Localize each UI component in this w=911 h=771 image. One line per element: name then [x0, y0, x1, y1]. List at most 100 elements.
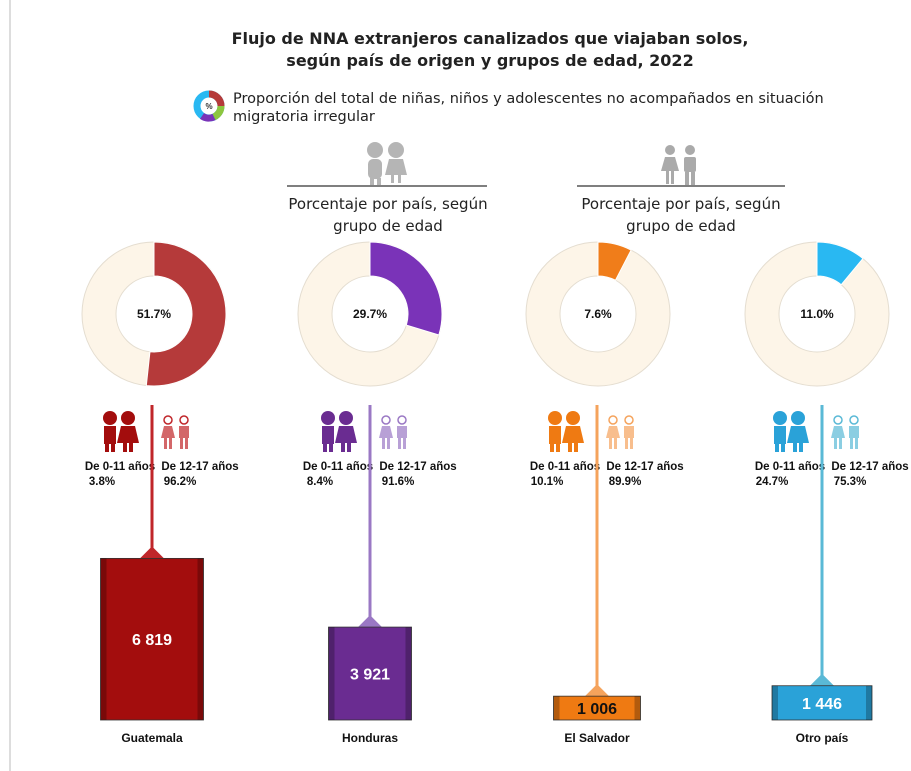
person-icon — [775, 443, 779, 452]
person-icon — [548, 411, 562, 425]
person-icon — [614, 438, 617, 449]
country-label: Guatemala — [121, 731, 183, 745]
person-icon — [403, 438, 406, 449]
pointer — [810, 673, 834, 686]
bar — [553, 695, 641, 721]
age-share-label: 96.2% — [164, 476, 197, 488]
bar-label: 3 921 — [350, 667, 390, 684]
age-share-label: 3.8% — [89, 476, 115, 488]
person-icon — [839, 438, 842, 449]
person-icon — [550, 443, 554, 452]
pointer — [358, 615, 382, 628]
pointer — [585, 684, 609, 697]
age-share-label: 8.4% — [307, 476, 333, 488]
person-icon — [185, 438, 188, 449]
person-icon — [609, 438, 612, 449]
bar-shade — [553, 696, 560, 720]
share-label: 11.0% — [800, 307, 834, 321]
person-icon — [180, 438, 183, 449]
share-label: 29.7% — [353, 307, 387, 321]
person-icon — [566, 411, 580, 425]
bar — [771, 685, 873, 721]
person-icon — [161, 426, 175, 438]
person-icon — [341, 443, 345, 452]
age-group-label: De 12-17 años — [379, 461, 456, 473]
children-icon — [367, 142, 407, 185]
person-icon — [339, 411, 353, 425]
bar-shade — [100, 558, 107, 720]
person-icon — [105, 443, 109, 452]
person-icon — [791, 411, 805, 425]
bar-shade — [634, 696, 641, 720]
bar-label: 6 819 — [132, 632, 172, 649]
person-icon — [329, 443, 333, 452]
person-icon — [179, 426, 189, 438]
subtitle: Porcentaje por país, según grupo de edad — [581, 195, 781, 235]
person-icon — [833, 415, 843, 425]
person-icon — [121, 411, 135, 425]
note-icon-label: % — [205, 102, 212, 111]
person-icon — [850, 438, 853, 449]
person-icon — [774, 426, 786, 444]
person-icon — [630, 438, 633, 449]
person-icon — [387, 438, 390, 449]
person-icon — [169, 438, 172, 449]
person-icon — [549, 426, 561, 444]
country-label: Honduras — [342, 731, 398, 745]
person-icon — [397, 426, 407, 438]
person-icon — [556, 443, 560, 452]
bar-shade — [405, 627, 412, 720]
person-icon — [111, 443, 115, 452]
age-group-label: De 12-17 años — [161, 461, 238, 473]
age-share-label: 24.7% — [756, 476, 789, 488]
share-label: 51.7% — [137, 307, 171, 321]
bar — [100, 557, 204, 721]
age-group-label: De 0-11 años — [530, 461, 600, 473]
person-icon — [793, 443, 797, 452]
age-share-label: 91.6% — [382, 476, 415, 488]
person-icon — [179, 415, 189, 425]
donut-wedge — [145, 241, 227, 387]
age-share-label: 75.3% — [834, 476, 867, 488]
bar-shade — [197, 558, 204, 720]
person-icon — [123, 443, 127, 452]
person-icon — [382, 438, 385, 449]
person-icon — [323, 443, 327, 452]
teens-icon — [661, 145, 696, 185]
bar-shade — [328, 627, 335, 720]
age-group-label: De 0-11 años — [755, 461, 825, 473]
bar-shade — [866, 685, 872, 720]
person-icon — [104, 426, 116, 444]
person-icon — [781, 443, 785, 452]
bar — [328, 626, 412, 721]
person-icon — [335, 426, 357, 443]
person-icon — [799, 443, 803, 452]
person-icon — [574, 443, 578, 452]
person-icon — [381, 415, 391, 425]
person-icon — [855, 438, 858, 449]
person-icon — [322, 426, 334, 444]
person-icon — [164, 438, 167, 449]
person-icon — [849, 426, 859, 438]
person-icon — [129, 443, 133, 452]
person-icon — [117, 426, 139, 443]
bar-shade — [772, 685, 778, 720]
person-icon — [606, 426, 620, 438]
subtitle: Porcentaje por país, según grupo de edad — [288, 195, 488, 235]
person-icon — [398, 438, 401, 449]
age-share-label: 89.9% — [609, 476, 642, 488]
bar-label: 1 446 — [802, 696, 842, 713]
person-icon — [773, 411, 787, 425]
bar-label: 1 006 — [577, 701, 617, 718]
person-icon — [379, 426, 393, 438]
person-icon — [608, 415, 618, 425]
age-group-label: De 0-11 años — [303, 461, 373, 473]
person-icon — [103, 411, 117, 425]
age-share-label: 10.1% — [531, 476, 564, 488]
person-icon — [568, 443, 572, 452]
pointer — [140, 546, 164, 559]
person-icon — [163, 415, 173, 425]
person-icon — [624, 415, 634, 425]
person-icon — [787, 426, 809, 443]
